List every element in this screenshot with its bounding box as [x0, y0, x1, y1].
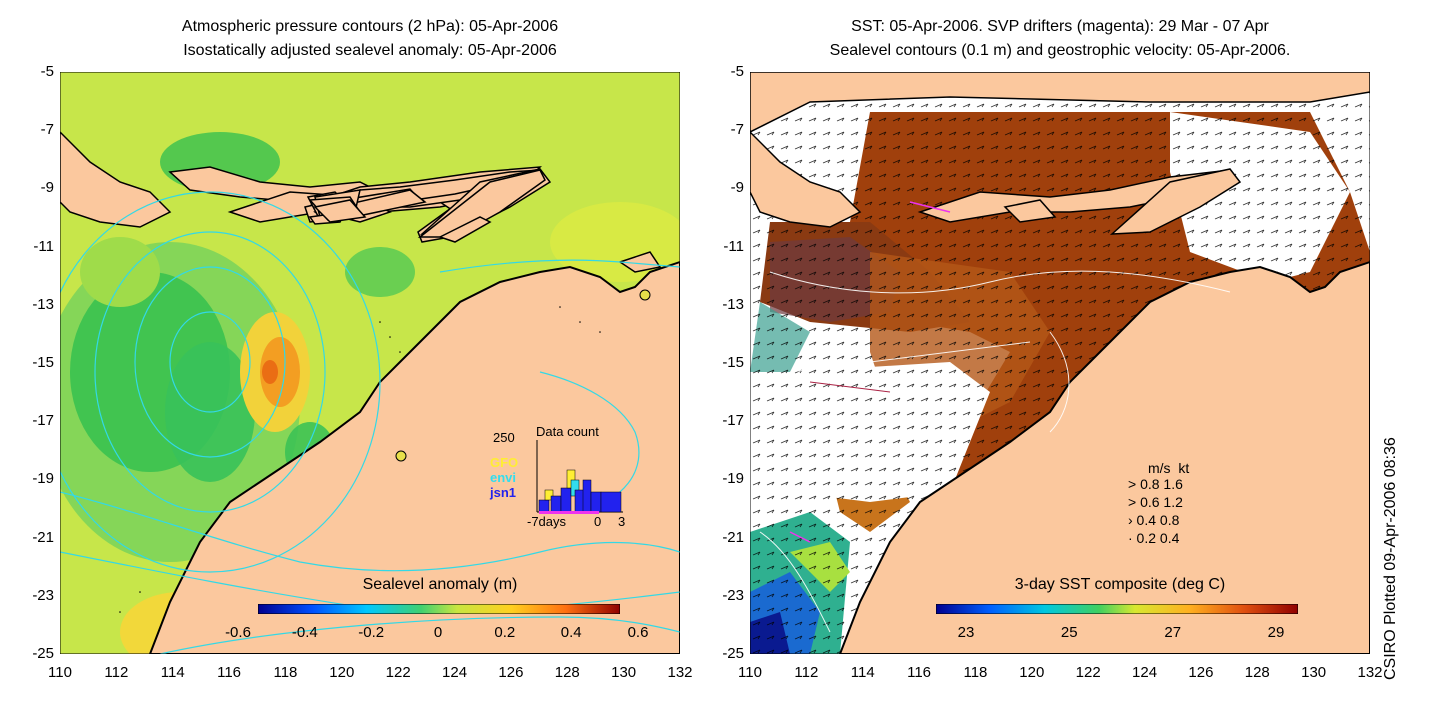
inset-x-label-start: -7days [527, 514, 567, 529]
y-tick-label: -9 [40, 179, 54, 197]
vector-legend-row: > 0.8 1.6 [1128, 476, 1183, 492]
x-tick-label: 132 [1357, 664, 1383, 681]
x-tick-label: 118 [273, 664, 298, 681]
sealevel-anomaly-map [60, 72, 680, 654]
y-tick-label: -25 [722, 645, 744, 662]
x-tick-label: 114 [850, 664, 875, 681]
x-tick-label: 110 [48, 664, 72, 681]
y-tick-label: -23 [722, 586, 744, 604]
y-tick-label: -17 [722, 412, 744, 430]
y-tick-label: -21 [722, 528, 744, 546]
credit-label: CSIRO Plotted 09-Apr-2006 08:36 [1382, 437, 1399, 680]
y-tick-label: -13 [32, 295, 54, 313]
colorbar-tick-label: 0.4 [560, 624, 582, 641]
inset-legend-jsn1: jsn1 [490, 485, 517, 500]
x-tick-label: 112 [104, 664, 129, 681]
x-tick-label: 128 [1244, 664, 1270, 681]
sealevel-colorbar-title: Sealevel anomaly (m) [362, 576, 518, 593]
x-tick-label: 118 [963, 664, 988, 681]
vector-legend-header-ms: m/s [1148, 460, 1171, 476]
inset-legend-envi: envi [490, 470, 517, 485]
y-tick-label: -13 [722, 295, 744, 313]
x-tick-label: 130 [611, 664, 637, 681]
colorbar-tick-label: -0.6 [225, 624, 251, 641]
inset-max-label: 250 [493, 430, 515, 445]
colorbar-tick-label: -0.2 [358, 624, 385, 641]
vector-legend-row: > 0.6 1.2 [1128, 494, 1183, 510]
left-map-subtitle: Isostatically adjusted sealevel anomaly:… [183, 42, 557, 59]
colorbar-tick-label: 0.2 [494, 624, 516, 641]
y-tick-label: -21 [32, 528, 54, 546]
y-tick-label: -7 [730, 121, 744, 139]
x-tick-label: 122 [1075, 664, 1101, 681]
sst-map [750, 72, 1370, 654]
sst-colorbar-title: 3-day SST composite (deg C) [1014, 576, 1226, 593]
colorbar-tick-label: -0.4 [291, 624, 318, 641]
x-tick-label: 132 [667, 664, 693, 681]
x-tick-label: 114 [160, 664, 185, 681]
x-tick-label: 128 [554, 664, 580, 681]
x-tick-label: 122 [385, 664, 411, 681]
x-tick-label: 124 [442, 664, 468, 681]
vector-legend-row: · 0.2 0.4 [1128, 530, 1180, 546]
y-tick-label: -7 [40, 121, 54, 139]
colorbar-tick-label: 23 [957, 624, 975, 641]
x-tick-label: 116 [907, 664, 932, 681]
inset-legend-gfo: GFO [490, 455, 519, 470]
y-tick-label: -5 [40, 63, 54, 80]
x-tick-label: 112 [794, 664, 819, 681]
sst-colorbar [936, 604, 1298, 614]
right-map-title: SST: 05-Apr-2006. SVP drifters (magenta)… [851, 18, 1269, 35]
inset-x-label-zero: 0 [594, 514, 602, 529]
colorbar-tick-label: 27 [1164, 624, 1182, 641]
x-tick-label: 120 [1019, 664, 1045, 681]
x-tick-label: 120 [329, 664, 355, 681]
sealevel-colorbar [258, 604, 620, 614]
y-tick-label: -9 [730, 179, 744, 197]
vector-legend-header: m/s kt [1148, 460, 1189, 476]
right-map-subtitle: Sealevel contours (0.1 m) and geostrophi… [829, 42, 1291, 59]
vector-legend-row: › 0.4 0.8 [1128, 512, 1180, 528]
x-tick-label: 116 [217, 664, 242, 681]
y-tick-label: -15 [32, 354, 54, 371]
inset-x-label-end: 3 [618, 514, 626, 529]
colorbar-tick-label: 29 [1267, 624, 1285, 641]
colorbar-tick-label: 0.6 [627, 624, 649, 641]
y-tick-label: -19 [722, 470, 744, 488]
colorbar-tick-label: 25 [1060, 624, 1078, 641]
y-tick-label: -15 [722, 354, 744, 371]
y-tick-label: -25 [32, 645, 54, 662]
x-tick-label: 126 [498, 664, 524, 681]
y-tick-label: -23 [32, 586, 54, 604]
y-tick-label: -17 [32, 412, 54, 430]
left-map-title: Atmospheric pressure contours (2 hPa): 0… [181, 18, 559, 35]
x-tick-label: 124 [1132, 664, 1158, 681]
colorbar-tick-label: 0 [433, 624, 443, 641]
vector-legend-header-kt: kt [1178, 460, 1190, 476]
x-tick-label: 110 [738, 664, 762, 681]
y-tick-label: -5 [730, 63, 744, 80]
y-tick-label: -11 [723, 237, 744, 255]
y-tick-label: -19 [32, 470, 54, 488]
data-count-inset [536, 440, 623, 514]
y-tick-label: -11 [33, 237, 54, 255]
inset-title: Data count [536, 424, 599, 439]
x-tick-label: 130 [1301, 664, 1327, 681]
x-tick-label: 126 [1188, 664, 1214, 681]
